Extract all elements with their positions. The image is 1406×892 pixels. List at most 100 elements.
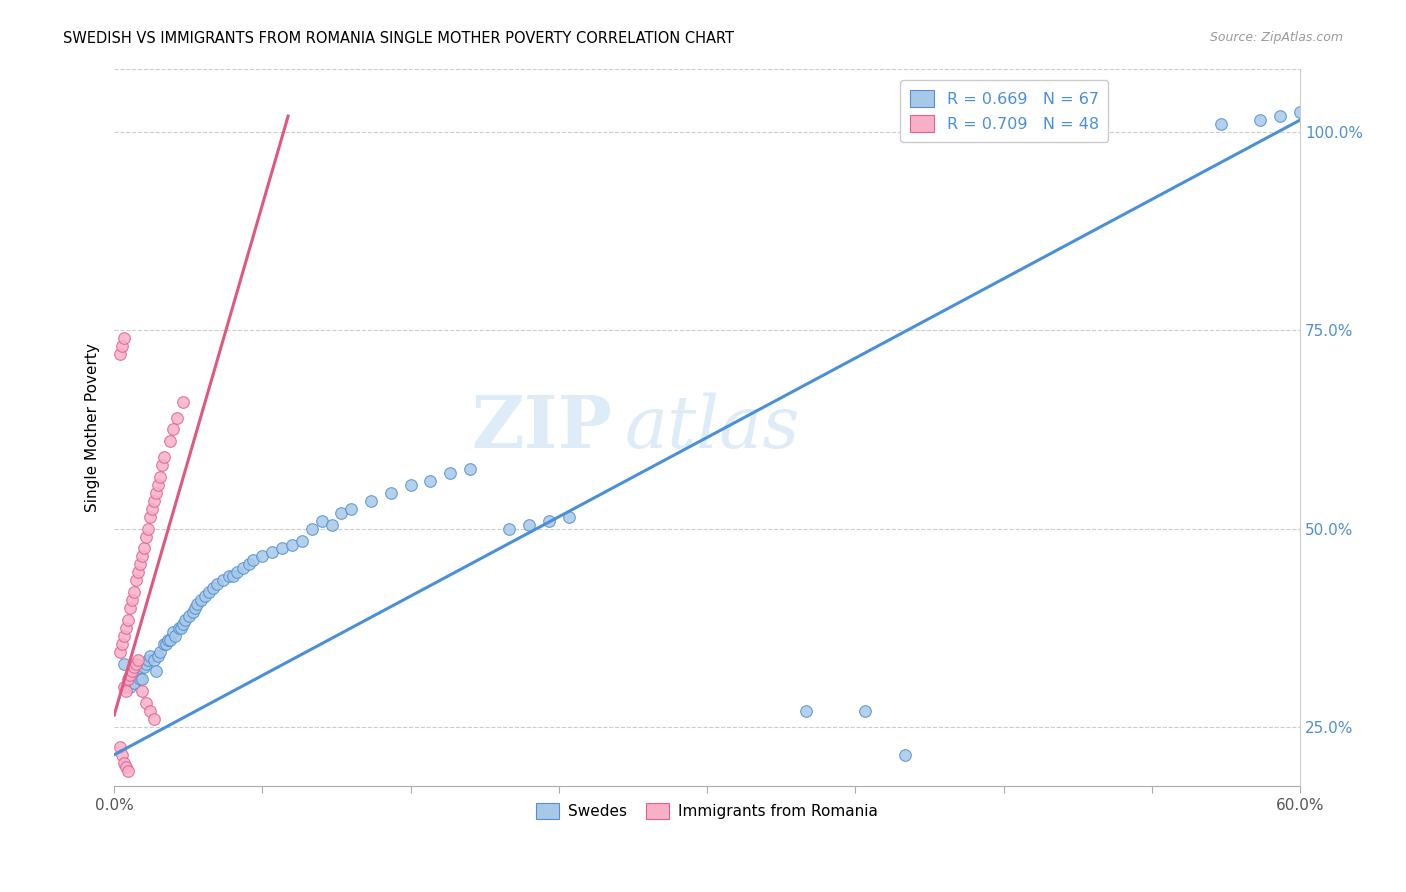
Point	[198, 585, 221, 599]
Point	[135, 530, 157, 544]
Point	[142, 494, 165, 508]
Point	[139, 648, 162, 663]
Point	[853, 704, 876, 718]
Point	[111, 339, 134, 353]
Point	[165, 629, 187, 643]
Point	[281, 537, 304, 551]
Point	[118, 668, 141, 682]
Point	[340, 501, 363, 516]
Point	[127, 566, 149, 580]
Point	[517, 517, 540, 532]
Point	[115, 621, 138, 635]
Point	[1270, 109, 1292, 123]
Point	[184, 601, 207, 615]
Point	[121, 593, 143, 607]
Point	[537, 514, 560, 528]
Point	[132, 541, 155, 556]
Point	[174, 613, 197, 627]
Point	[159, 632, 181, 647]
Point	[152, 450, 174, 465]
Point	[225, 566, 247, 580]
Point	[115, 759, 138, 773]
Point	[141, 501, 163, 516]
Point	[128, 558, 150, 572]
Point	[238, 558, 260, 572]
Point	[399, 478, 422, 492]
Point	[112, 681, 135, 695]
Point	[232, 561, 254, 575]
Point	[108, 739, 131, 754]
Point	[122, 585, 145, 599]
Point	[162, 422, 184, 436]
Point	[190, 593, 212, 607]
Point	[145, 486, 167, 500]
Point	[172, 616, 194, 631]
Point	[458, 462, 481, 476]
Point	[162, 624, 184, 639]
Point	[1250, 113, 1272, 128]
Point	[166, 410, 188, 425]
Point	[121, 665, 143, 679]
Point	[118, 681, 141, 695]
Point	[142, 712, 165, 726]
Point	[498, 522, 520, 536]
Point	[242, 553, 264, 567]
Point	[112, 756, 135, 770]
Point	[271, 541, 294, 556]
Point	[152, 637, 174, 651]
Point	[170, 621, 193, 635]
Point	[360, 494, 382, 508]
Point	[131, 684, 153, 698]
Point	[122, 676, 145, 690]
Point	[112, 657, 135, 671]
Point	[112, 629, 135, 643]
Legend: Swedes, Immigrants from Romania: Swedes, Immigrants from Romania	[530, 797, 884, 825]
Point	[132, 660, 155, 674]
Point	[558, 509, 581, 524]
Text: ZIP: ZIP	[471, 392, 612, 463]
Point	[194, 589, 217, 603]
Point	[1209, 117, 1232, 131]
Point	[155, 637, 177, 651]
Point	[149, 470, 172, 484]
Point	[262, 545, 284, 559]
Point	[301, 522, 323, 536]
Point	[419, 474, 441, 488]
Point	[108, 347, 131, 361]
Point	[172, 394, 194, 409]
Point	[205, 577, 228, 591]
Point	[156, 632, 179, 647]
Point	[439, 466, 461, 480]
Point	[127, 668, 149, 682]
Point	[794, 704, 817, 718]
Point	[131, 673, 153, 687]
Point	[108, 645, 131, 659]
Point	[150, 458, 173, 473]
Point	[169, 621, 191, 635]
Point	[330, 506, 353, 520]
Point	[149, 645, 172, 659]
Point	[186, 597, 208, 611]
Point	[115, 684, 138, 698]
Point	[311, 514, 333, 528]
Point	[179, 608, 201, 623]
Point	[146, 478, 169, 492]
Text: SWEDISH VS IMMIGRANTS FROM ROMANIA SINGLE MOTHER POVERTY CORRELATION CHART: SWEDISH VS IMMIGRANTS FROM ROMANIA SINGL…	[63, 31, 734, 46]
Point	[118, 601, 141, 615]
Point	[181, 605, 204, 619]
Point	[159, 434, 181, 449]
Point	[139, 509, 162, 524]
Point	[252, 549, 274, 564]
Point	[201, 581, 224, 595]
Point	[117, 764, 139, 778]
Point	[146, 648, 169, 663]
Point	[222, 569, 245, 583]
Point	[380, 486, 402, 500]
Point	[212, 573, 235, 587]
Point	[136, 652, 159, 666]
Text: Source: ZipAtlas.com: Source: ZipAtlas.com	[1209, 31, 1343, 45]
Point	[111, 637, 134, 651]
Point	[117, 613, 139, 627]
Point	[111, 747, 134, 762]
Point	[131, 549, 153, 564]
